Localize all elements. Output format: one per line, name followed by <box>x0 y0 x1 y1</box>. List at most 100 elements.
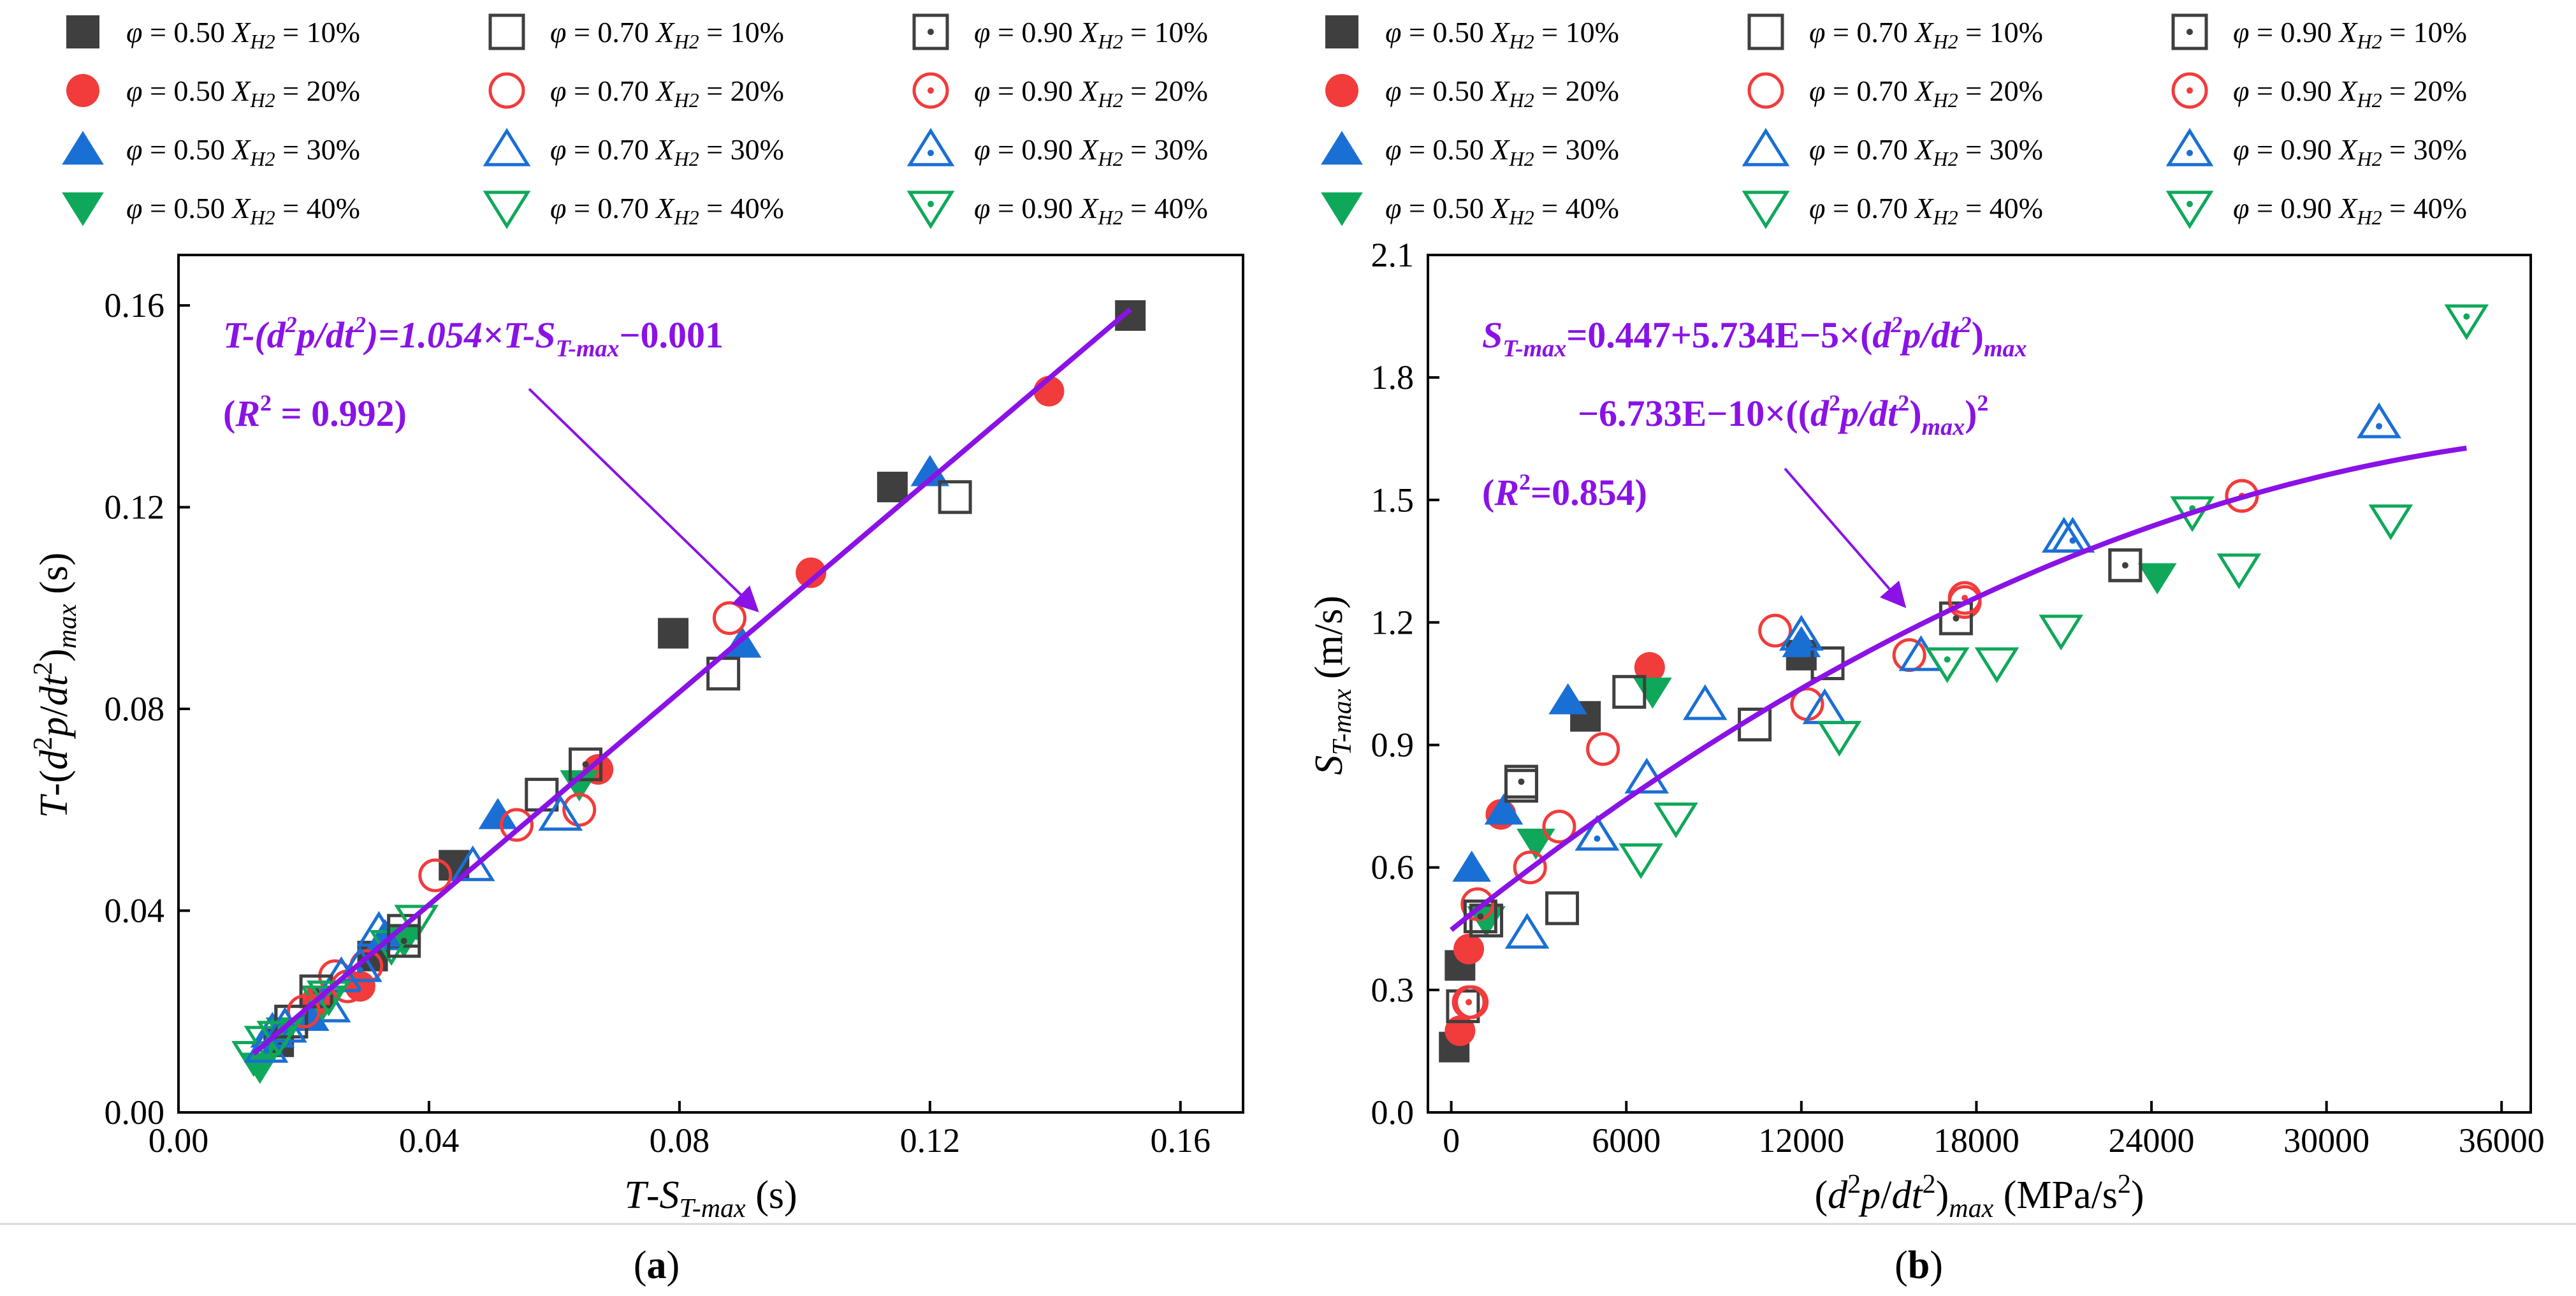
a-xtick-label-4: 0.16 <box>1151 1121 1211 1160</box>
b-point-p70h40-5 <box>2216 553 2262 590</box>
legend-a-marker-p70h30 <box>483 127 531 166</box>
legend-b-item-p50h30: φ = 0.50 XH2 = 30% <box>1321 131 1619 170</box>
axis-ticks-b: 0 6000 12000 18000 24000 30000 36000 0.0 0.3 0.6 0… <box>1371 236 2545 1160</box>
legend-b-marker-p90h20 <box>2171 72 2208 109</box>
b-point-p50h30-0 <box>1452 850 1492 882</box>
legend-b-marker-p70h10 <box>1747 13 1784 50</box>
annotation-arrow-a <box>528 388 759 613</box>
legend-b: φ = 0.50 XH2 = 10% φ = 0.50 XH2 = 20% φ = … <box>1321 13 2467 229</box>
legend-a-marker-p50h20 <box>66 74 99 107</box>
legend-a-marker-p90h20 <box>912 72 949 109</box>
a-point-p70h10-0 <box>938 480 972 514</box>
legend-b-label-p90h20: φ = 0.90 XH2 = 20% <box>2233 75 2467 112</box>
a-xtick-label-1: 0.04 <box>399 1121 460 1160</box>
b-point-p90h10-3 <box>2108 548 2143 583</box>
b-point-p50h40-3 <box>2137 563 2177 595</box>
legend-a-item-p90h30: φ = 0.90 XH2 = 30% <box>906 127 1208 170</box>
b-point-p90h20-0 <box>1452 985 1486 1019</box>
b-xtick-label-6: 36000 <box>2459 1121 2545 1160</box>
panel-a: φ = 0.50 XH2 = 10% φ = 0.50 XH2 = 20% φ = … <box>29 13 1244 1287</box>
legend-a-marker-p50h40 <box>62 192 104 226</box>
legend-a-marker-p90h10 <box>912 13 949 50</box>
a-point-p70h40-4 <box>231 1041 276 1077</box>
legend-b-item-p70h10: φ = 0.70 XH2 = 10% <box>1747 13 2043 53</box>
legend-b-label-p50h10: φ = 0.50 XH2 = 10% <box>1385 16 1619 53</box>
legend-b-marker-p50h30 <box>1321 131 1363 165</box>
legend-a-item-p50h30: φ = 0.50 XH2 = 30% <box>62 131 360 170</box>
x-axis-title-a: T-ST-max (s) <box>624 1174 797 1223</box>
b-point-p90h30-0 <box>1575 815 1620 851</box>
legend-a-label-p50h40: φ = 0.50 XH2 = 40% <box>126 192 360 229</box>
plot-frame-a <box>177 254 1244 1114</box>
a-ytick-label-4: 0.16 <box>105 286 165 324</box>
x-axis-title-b: (d2p/dt2)max (MPa/s2) <box>1814 1170 2144 1223</box>
a-ytick-label-2: 0.08 <box>105 690 165 728</box>
fit-equation-b-line1: ST-max=0.447+5.734E−5×(d2p/dt2)max <box>1482 312 2027 362</box>
b-ytick-label-7: 2.1 <box>1371 236 1415 274</box>
a-point-p90h10-1 <box>387 924 421 958</box>
b-xtick-label-2: 12000 <box>1758 1121 1844 1160</box>
a-point-p70h20-3 <box>418 858 453 892</box>
legend-b-marker-p90h10 <box>2171 13 2208 50</box>
legend-b-label-p90h10: φ = 0.90 XH2 = 10% <box>2233 16 2467 53</box>
annotation-arrow-b <box>1784 467 1907 609</box>
b-point-p70h40-3 <box>1974 647 2019 683</box>
legend-a-marker-p70h40 <box>483 191 531 229</box>
b-ytick-label-4: 1.2 <box>1371 603 1415 641</box>
legend-b-item-p90h30: φ = 0.90 XH2 = 30% <box>2165 127 2467 170</box>
legend-a-label-p70h20: φ = 0.70 XH2 = 20% <box>550 75 784 112</box>
fit-r2-a: (R2 = 0.992) <box>223 390 407 434</box>
b-ytick-label-3: 0.9 <box>1371 726 1415 764</box>
b-xtick-label-1: 6000 <box>1592 1121 1661 1160</box>
legend-a-label-p90h30: φ = 0.90 XH2 = 30% <box>974 133 1208 170</box>
a-point-p70h10-2 <box>525 778 559 812</box>
legend-b-marker-p50h40 <box>1321 192 1363 226</box>
legend-b-item-p70h40: φ = 0.70 XH2 = 40% <box>1742 191 2043 229</box>
b-ytick-label-6: 1.8 <box>1371 358 1415 397</box>
legend-b-marker-p70h30 <box>1742 127 1790 166</box>
b-point-p90h40-0 <box>1925 647 1970 683</box>
legend-a-item-p70h20: φ = 0.70 XH2 = 20% <box>488 72 784 112</box>
b-point-p70h30-8 <box>2357 402 2401 439</box>
fit-equation-a: T-(d2p/dt2)=1.054×T-ST-max−0.001 <box>223 312 724 362</box>
b-point-p70h40-0 <box>1619 843 1663 880</box>
legend-b-marker-p50h20 <box>1325 74 1358 107</box>
a-point-p50h30-2 <box>478 797 518 829</box>
b-point-p90h30-2 <box>2357 402 2401 439</box>
fit-line-b <box>1450 445 2467 932</box>
b-ytick-label-2: 0.6 <box>1371 848 1415 887</box>
legend-a-label-p50h30: φ = 0.50 XH2 = 30% <box>126 133 360 170</box>
b-point-p70h30-3 <box>1682 684 1728 720</box>
b-xtick-label-5: 30000 <box>2283 1121 2369 1160</box>
legend-b-label-p70h10: φ = 0.70 XH2 = 10% <box>1809 16 2043 53</box>
legend-b-item-p90h20: φ = 0.90 XH2 = 20% <box>2171 72 2467 112</box>
legend-a-label-p70h10: φ = 0.70 XH2 = 10% <box>550 16 784 53</box>
legend-b-label-p50h30: φ = 0.50 XH2 = 30% <box>1385 133 1619 170</box>
legend-a-marker-p50h10 <box>66 15 99 48</box>
a-point-p70h30-0 <box>538 795 583 831</box>
b-xtick-label-3: 18000 <box>1933 1121 2019 1160</box>
b-xtick-label-4: 24000 <box>2109 1121 2195 1160</box>
legend-a-item-p50h40: φ = 0.50 XH2 = 40% <box>62 192 360 229</box>
legend-a-item-p70h30: φ = 0.70 XH2 = 30% <box>483 127 784 170</box>
panel-b: φ = 0.50 XH2 = 10% φ = 0.50 XH2 = 20% φ = … <box>1307 13 2545 1287</box>
b-point-p50h30-2 <box>1548 683 1588 715</box>
legend-a-item-p50h20: φ = 0.50 XH2 = 20% <box>66 74 360 112</box>
legend-a-label-p90h10: φ = 0.90 XH2 = 10% <box>974 16 1208 53</box>
legend-a-marker-p90h40 <box>906 191 955 229</box>
legend-b-label-p70h20: φ = 0.70 XH2 = 20% <box>1809 75 2043 112</box>
b-ytick-label-0: 0.0 <box>1371 1093 1415 1132</box>
a-point-p70h10-1 <box>706 657 741 691</box>
b-point-p70h20-3 <box>1542 810 1576 844</box>
fit-line-a <box>252 307 1132 1056</box>
b-point-p90h30-1 <box>2050 516 2095 553</box>
legend-a-marker-p50h30 <box>62 131 104 165</box>
b-point-p70h20-4 <box>1586 732 1620 766</box>
legend-a-label-p70h40: φ = 0.70 XH2 = 40% <box>550 192 784 229</box>
legend-a-item-p90h10: φ = 0.90 XH2 = 10% <box>912 13 1208 53</box>
a-xtick-label-2: 0.08 <box>650 1121 710 1160</box>
b-point-p70h30-0 <box>1504 913 1550 949</box>
legend-a-item-p70h10: φ = 0.70 XH2 = 10% <box>488 13 784 53</box>
legend-a-label-p70h30: φ = 0.70 XH2 = 30% <box>550 133 784 170</box>
